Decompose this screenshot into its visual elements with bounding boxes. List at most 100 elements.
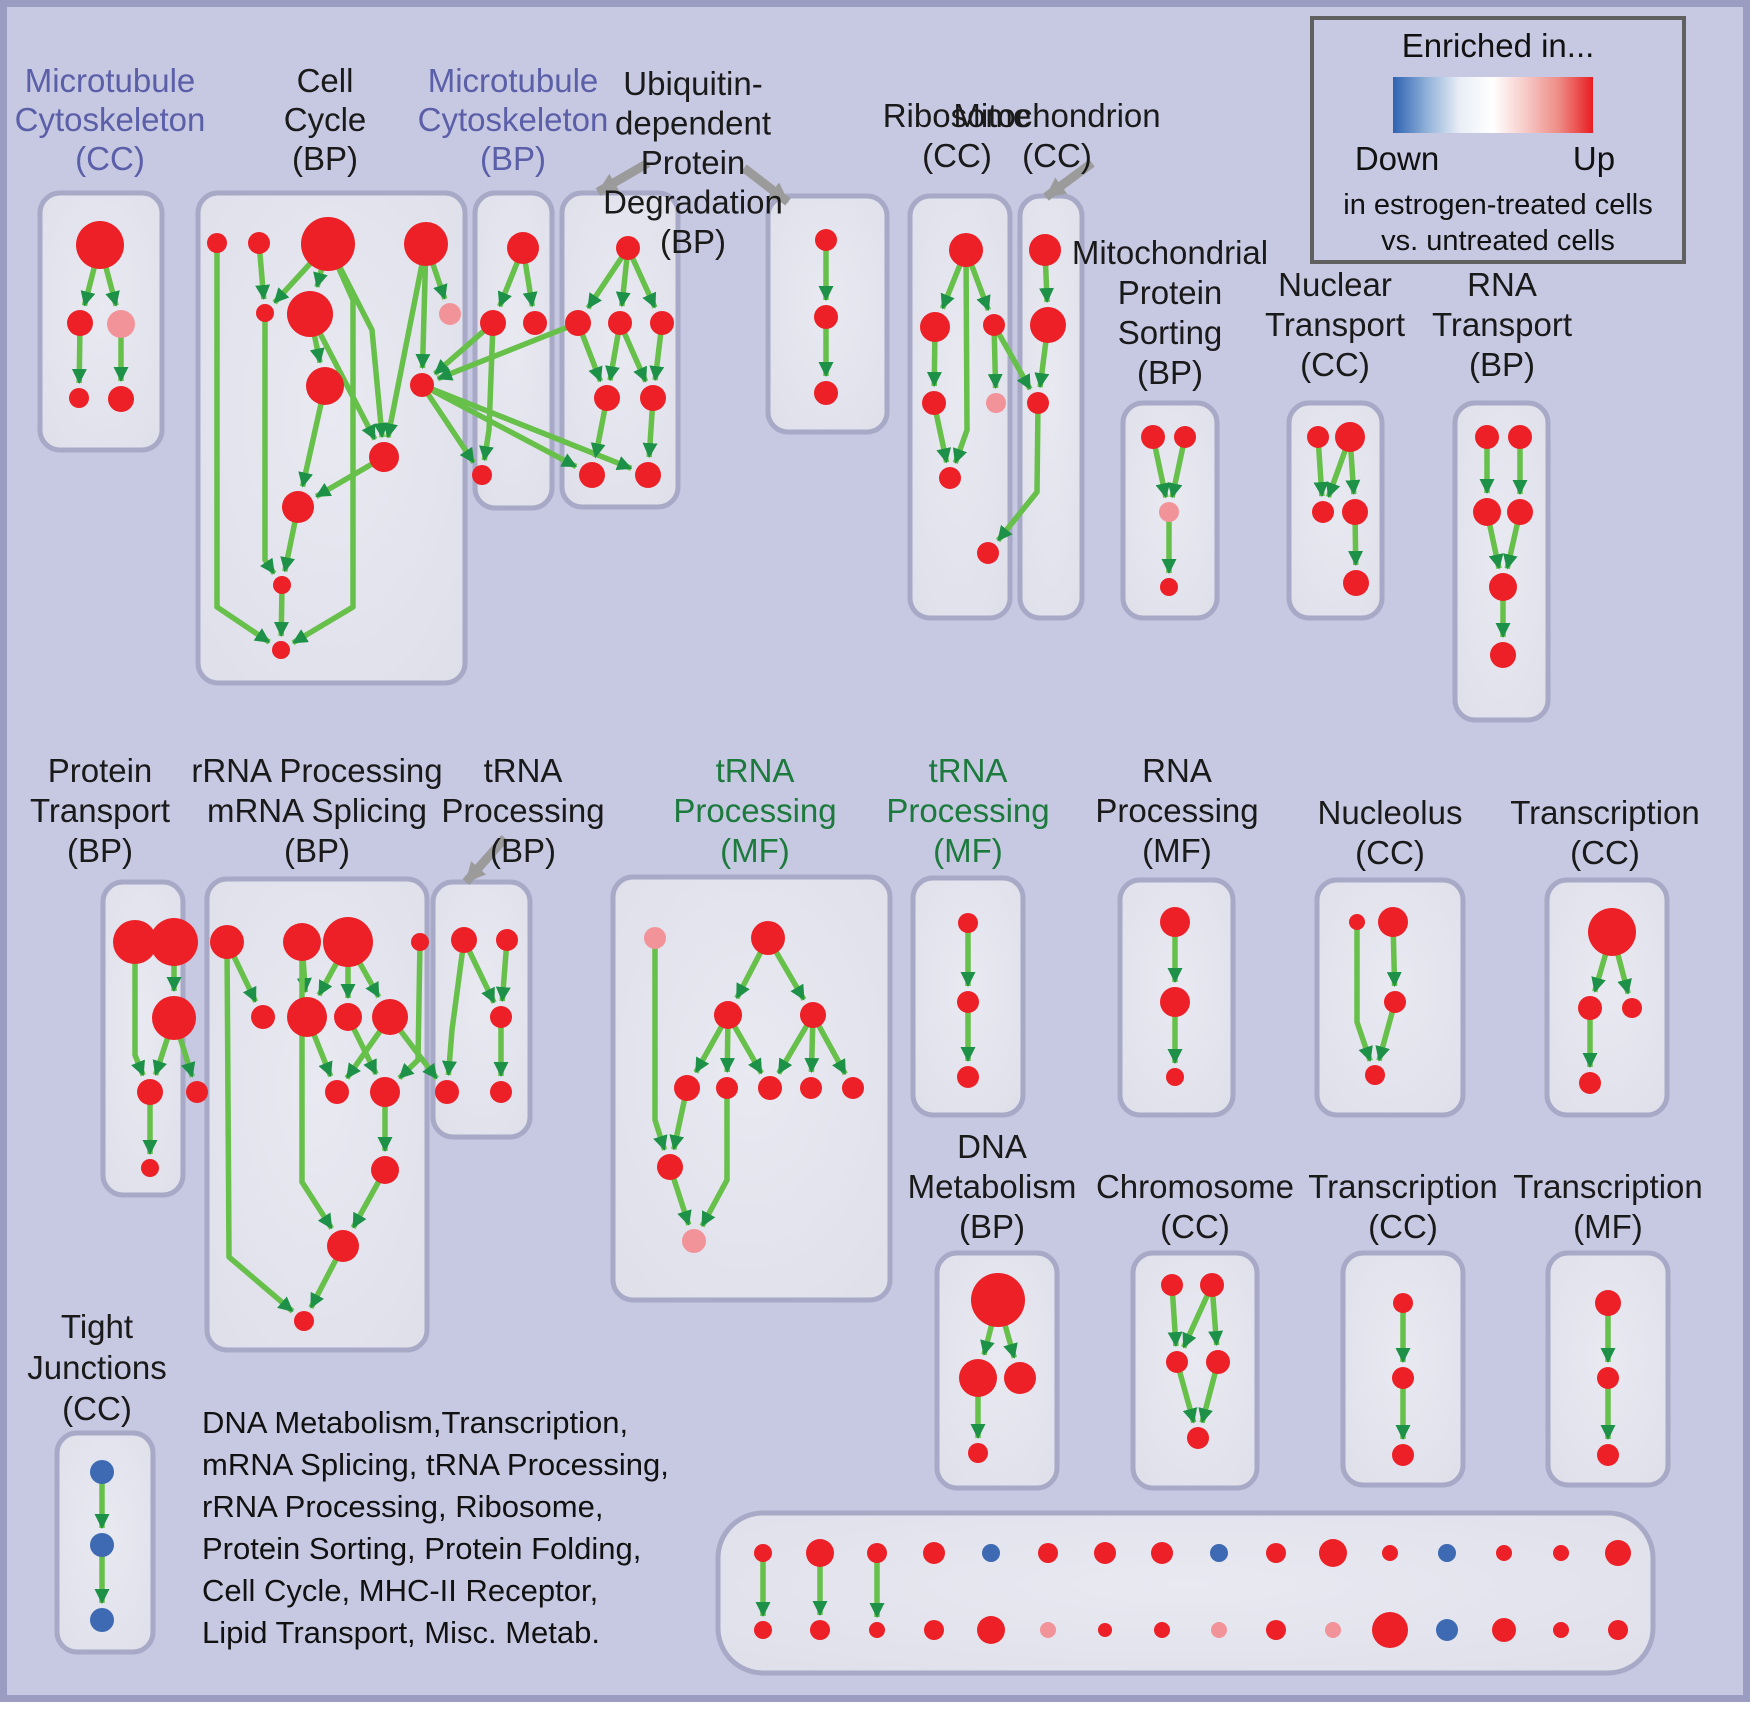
edge-cc4-cc11 (260, 313, 277, 575)
legend-subtitle-2: vs. untreated cells (1381, 225, 1615, 257)
trna-processing-mf-large-label: tRNA (716, 752, 795, 789)
edge-ub0-ub1 (585, 246, 631, 310)
legend-down-label: Down (1355, 140, 1439, 177)
trna-bp-pointer-icon (462, 835, 509, 885)
node-b7a (1094, 1542, 1116, 1564)
trna-processing-mf-small-label: Processing (886, 792, 1049, 829)
node-cc12 (272, 641, 290, 659)
nuclear-transport-cc-label: (CC) (1300, 346, 1370, 383)
node-nt2 (1312, 501, 1334, 523)
node-rb2 (983, 314, 1005, 336)
node-tj0 (90, 1460, 114, 1484)
chromosome-cc-box (1130, 1250, 1260, 1491)
node-cc5 (287, 291, 333, 337)
edge-nu0-nu3 (1354, 922, 1373, 1062)
node-pt2 (152, 996, 196, 1040)
node-cc6 (439, 303, 461, 325)
microtubule-cytoskeleton-cc-label: Cytoskeleton (15, 101, 206, 138)
mitochondrial-protein-sorting-bp-label: Mitochondrial (1072, 234, 1268, 271)
node-nt0 (1307, 426, 1329, 448)
mitochondrial-protein-sorting-bp-label: (BP) (1137, 354, 1203, 391)
node-pt5 (141, 1159, 159, 1177)
node-ch4 (1187, 1427, 1209, 1449)
node-w1 (1030, 307, 1066, 343)
nuclear-transport-cc-label: Transport (1265, 306, 1405, 343)
node-ub7 (635, 462, 661, 488)
cell-cycle-bp-label: Cell (297, 62, 354, 99)
node-tc2 (1622, 998, 1642, 1018)
node-ch2 (1166, 1351, 1188, 1373)
rna-transport-bp-label: Transport (1432, 306, 1572, 343)
node-ub6 (579, 462, 605, 488)
node-mcc1 (67, 310, 93, 336)
microtubule-cytoskeleton-cc-box (37, 190, 165, 453)
nucleolus-cc-label: (CC) (1355, 834, 1425, 871)
ubiquitin-pointer-right-icon (741, 164, 791, 206)
node-rr9 (370, 1077, 400, 1107)
dna-metabolism-bp-box (934, 1250, 1060, 1491)
node-b13a (1438, 1544, 1456, 1562)
transcription-cc-mid-label: Transcription (1510, 794, 1700, 831)
ribosome-cc-label: (CC) (922, 137, 992, 174)
transcription-mf-label: (MF) (1573, 1208, 1643, 1245)
node-b15b (1553, 1622, 1569, 1638)
node-gm9 (657, 1154, 683, 1180)
node-b10b (1266, 1620, 1286, 1640)
edge-tq0-tq3 (442, 939, 467, 1077)
edge-w2-rb6 (995, 402, 1041, 543)
node-w0 (1029, 234, 1061, 266)
node-rt3 (1507, 499, 1533, 525)
node-b11b (1325, 1622, 1341, 1638)
node-b6a (1038, 1543, 1058, 1563)
node-ch1 (1200, 1273, 1224, 1297)
node-cc4 (256, 304, 274, 322)
node-rb5 (939, 467, 961, 489)
node-ms0 (1141, 425, 1165, 449)
node-tb2 (1392, 1444, 1414, 1466)
rrna-processing-mrna-splicing-bp-label: mRNA Splicing (207, 792, 427, 829)
edge-rr0-rr12 (224, 941, 295, 1314)
node-rr8 (325, 1080, 349, 1104)
misc-terms-box-box (715, 1510, 1656, 1676)
protein-transport-bp-label: Transport (30, 792, 170, 829)
node-pt0 (113, 920, 157, 964)
edge-cc0-cc12 (214, 243, 271, 645)
node-ch3 (1206, 1350, 1230, 1374)
node-cc0 (207, 233, 227, 253)
tight-junctions-cc-label: Junctions (27, 1349, 166, 1386)
node-rt2 (1473, 498, 1501, 526)
edge-cc3-cc9 (383, 243, 429, 439)
node-rr6 (334, 1003, 362, 1031)
node-rb4 (986, 393, 1006, 413)
node-b3a (867, 1543, 887, 1563)
legend-title: Enriched in... (1402, 27, 1595, 64)
edge-ub1-cc8 (436, 320, 580, 382)
node-gm5 (716, 1077, 738, 1099)
node-dm2 (1004, 1362, 1036, 1394)
microtubule-cytoskeleton-bp-label: (BP) (480, 140, 546, 177)
misc-terms-annotation: Protein Sorting, Protein Folding, (202, 1531, 641, 1566)
node-b14a (1496, 1545, 1512, 1561)
node-tm1 (1597, 1367, 1619, 1389)
node-nt4 (1343, 570, 1369, 596)
node-gm10 (682, 1229, 706, 1253)
node-b15a (1553, 1545, 1569, 1561)
node-b2b (810, 1620, 830, 1640)
node-gm6 (758, 1076, 782, 1100)
node-mt1 (480, 310, 506, 336)
node-ub4 (594, 385, 620, 411)
node-b4a (923, 1542, 945, 1564)
dna-metabolism-bp-label: DNA (957, 1128, 1027, 1165)
node-b3b (869, 1622, 885, 1638)
node-gm2 (714, 1001, 742, 1029)
node-cc3 (404, 222, 448, 266)
edge-rr3-rr9 (397, 941, 423, 1081)
node-gm8 (842, 1077, 864, 1099)
node-v1 (814, 305, 838, 329)
legend-up-label: Up (1573, 140, 1615, 177)
node-rt0 (1475, 425, 1499, 449)
edge-mt1-mt3 (479, 322, 496, 462)
node-nu2 (1384, 991, 1406, 1013)
